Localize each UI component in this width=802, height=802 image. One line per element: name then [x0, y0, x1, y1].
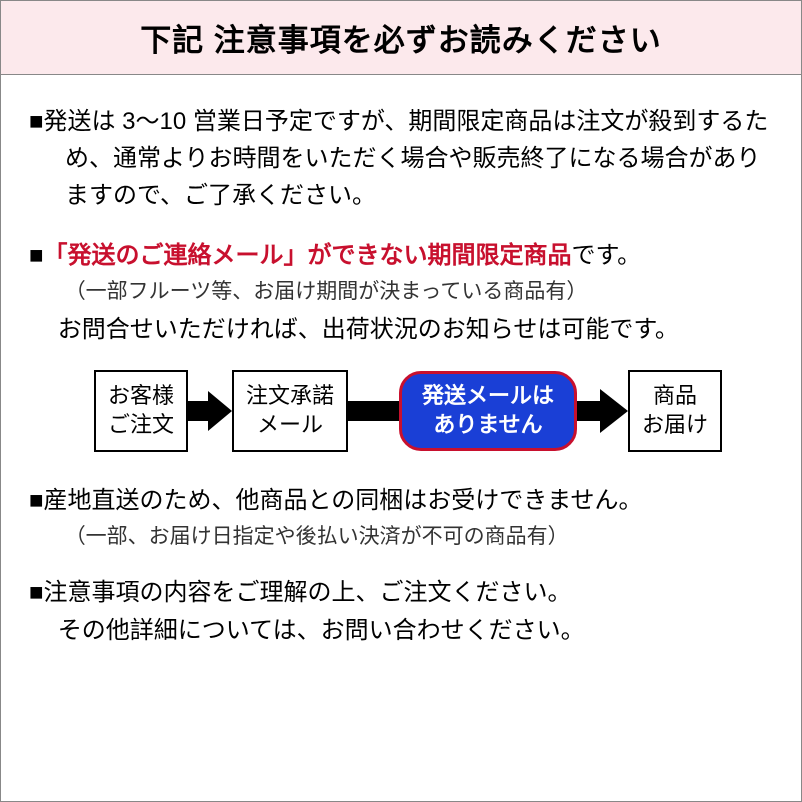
no-bundling-text: ■産地直送のため、他商品との同梱はお受けできません。 — [29, 482, 773, 519]
final-notice-l2: その他詳細については、お問い合わせください。 — [29, 612, 773, 649]
arrow-head-icon — [600, 389, 628, 433]
no-ship-email-badge: 発送メールは ありません — [399, 371, 577, 450]
flow-box-confirm-l2: メール — [257, 412, 323, 437]
no-bundling-subnote: （一部、お届け日指定や後払い決済が不可の商品有） — [29, 521, 773, 553]
arrow-icon — [188, 397, 232, 425]
no-email-red-text: 「発送のご連絡メール」ができない期間限定商品 — [44, 242, 572, 269]
header-title: 下記 注意事項を必ずお読みください — [1, 15, 801, 60]
shipping-time-text: ■発送は 3～10 営業日予定ですが、期間限定商品は注文が殺到するため、通常より… — [29, 103, 773, 215]
no-email-suffix: です。 — [572, 242, 642, 269]
section-no-bundling: ■産地直送のため、他商品との同梱はお受けできません。 （一部、お届け日指定や後払… — [29, 482, 773, 553]
bullet-mark: ■ — [29, 242, 44, 269]
no-email-subnote: （一部フルーツ等、お届け期間が決まっている商品有） — [29, 276, 773, 308]
order-flow-diagram: お客様 ご注文 注文承諾 メール 発送メールは ありません 商品 お届け — [29, 370, 773, 451]
flow-box-order-l1: お客様 — [108, 383, 174, 408]
final-notice-l1: ■注意事項の内容をご理解の上、ご注文ください。 — [29, 574, 773, 611]
flow-box-order: お客様 ご注文 — [94, 370, 188, 451]
flow-box-order-l2: ご注文 — [108, 412, 174, 437]
flow-box-delivery-l1: 商品 — [653, 383, 697, 408]
flow-box-delivery: 商品 お届け — [628, 370, 722, 451]
flow-box-confirm-l1: 注文承諾 — [246, 383, 334, 408]
section-shipping-time: ■発送は 3～10 営業日予定ですが、期間限定商品は注文が殺到するため、通常より… — [29, 103, 773, 215]
notice-header: 下記 注意事項を必ずお読みください — [1, 1, 801, 75]
flow-box-delivery-l2: お届け — [642, 412, 708, 437]
badge-l1: 発送メールは — [422, 383, 554, 408]
no-email-line: ■「発送のご連絡メール」ができない期間限定商品です。 — [29, 237, 773, 274]
badge-l2: ありません — [433, 412, 542, 437]
notice-body: ■発送は 3～10 営業日予定ですが、期間限定商品は注文が殺到するため、通常より… — [1, 75, 801, 801]
section-no-email: ■「発送のご連絡メール」ができない期間限定商品です。 （一部フルーツ等、お届け期… — [29, 237, 773, 349]
no-email-follow: お問合せいただければ、出荷状況のお知らせは可能です。 — [29, 311, 773, 348]
section-final-notice: ■注意事項の内容をご理解の上、ご注文ください。 その他詳細については、お問い合わ… — [29, 574, 773, 648]
flow-box-confirm: 注文承諾 メール — [232, 370, 348, 451]
arrow-long-with-badge: 発送メールは ありません — [348, 371, 628, 451]
notice-container: 下記 注意事項を必ずお読みください ■発送は 3～10 営業日予定ですが、期間限… — [0, 0, 802, 802]
